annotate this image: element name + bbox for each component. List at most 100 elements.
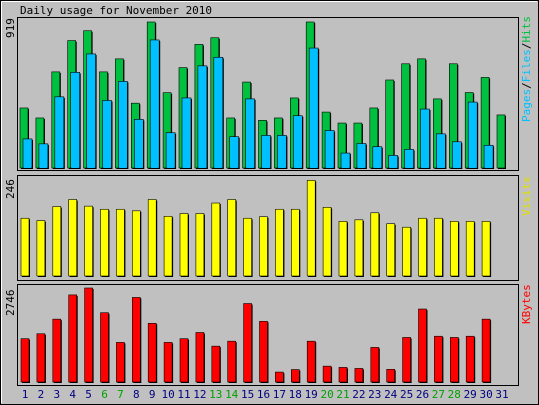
- day-label: 8: [133, 388, 140, 401]
- kbytes-bar: [147, 323, 157, 383]
- kbytes-bar: [68, 294, 77, 383]
- kbytes-bar: [354, 368, 364, 383]
- day-label: 5: [85, 388, 92, 401]
- pages-bar: [389, 156, 397, 168]
- pages-bar: [246, 100, 254, 168]
- legend-files: Files: [520, 49, 533, 82]
- kbytes-bar: [370, 347, 380, 383]
- kbytes-bar: [259, 321, 268, 383]
- pages-bar: [437, 135, 445, 168]
- day-label: 13: [209, 388, 222, 401]
- kbytes-max-label: 2746: [4, 290, 17, 317]
- day-label: 9: [149, 388, 156, 401]
- pages-bar: [103, 101, 111, 168]
- kbytes-bar: [322, 365, 332, 383]
- day-label: 19: [305, 388, 318, 401]
- day-label: 18: [289, 388, 302, 401]
- day-label: 28: [448, 388, 461, 401]
- day-label: 16: [257, 388, 270, 401]
- day-label: 27: [432, 388, 445, 401]
- visits-bar: [275, 208, 284, 277]
- pages-bar: [453, 143, 461, 168]
- kbytes-bar: [227, 340, 236, 383]
- pages-bar: [278, 136, 286, 168]
- visits-bars: [20, 180, 492, 277]
- kbytes-bar: [84, 287, 93, 383]
- day-label: 22: [352, 388, 365, 401]
- visits-bar: [354, 219, 364, 277]
- day-label: 20: [320, 388, 333, 401]
- day-label: 26: [416, 388, 429, 401]
- visits-bar: [418, 217, 427, 277]
- pages-bar: [39, 145, 47, 168]
- day-label: 21: [336, 388, 349, 401]
- pages-bar: [421, 110, 429, 168]
- pages-bar: [87, 55, 95, 168]
- visits-bar: [211, 202, 221, 277]
- day-label: 10: [161, 388, 174, 401]
- day-label: 24: [384, 388, 398, 401]
- kbytes-bar: [481, 318, 491, 383]
- pages-bar: [214, 59, 222, 168]
- hits-bars: [19, 21, 506, 170]
- kbytes-bar: [100, 312, 109, 383]
- visits-bar: [322, 207, 332, 277]
- visits-bar: [52, 206, 62, 277]
- day-axis-labels: 1 2 3 4 5 6 7 8 9 10 11 12 13 14 15 16 17 18 19 20 21 22 23 24 2…: [22, 388, 509, 401]
- legend-hits: Hits: [520, 16, 533, 43]
- pages-bar: [262, 136, 270, 168]
- kbytes-bar: [179, 338, 189, 383]
- pages-bar: [326, 131, 334, 168]
- day-label: 1: [22, 388, 29, 401]
- visits-bar: [195, 213, 205, 277]
- day-label: 30: [479, 388, 492, 401]
- kbytes-bar: [20, 338, 30, 383]
- pages-bar: [119, 83, 127, 168]
- visits-bar: [36, 220, 46, 277]
- visits-bar: [259, 216, 268, 277]
- kbytes-bar: [465, 335, 475, 383]
- pages-bar: [485, 146, 493, 168]
- pages-bar: [294, 116, 302, 168]
- legend-pages: Pages: [520, 89, 533, 122]
- kbytes-bar: [338, 367, 348, 383]
- kbytes-bar: [402, 337, 411, 383]
- kbytes-panel-legend: KBytes: [520, 284, 533, 324]
- visits-bar: [465, 221, 475, 277]
- visits-bar: [68, 199, 77, 277]
- kbytes-bar: [36, 333, 46, 383]
- pages-bar: [135, 120, 143, 168]
- visits-bar: [20, 217, 30, 277]
- day-label: 4: [69, 388, 76, 401]
- visits-bar: [227, 199, 236, 277]
- kbytes-bar: [306, 340, 316, 383]
- visits-bar: [100, 208, 109, 277]
- pages-bar: [151, 41, 159, 168]
- day-label: 14: [225, 388, 239, 401]
- pages-bar: [24, 140, 31, 168]
- visits-bar: [84, 205, 93, 277]
- day-label: 7: [117, 388, 124, 401]
- visits-bar: [290, 208, 300, 277]
- visits-bar: [147, 199, 157, 277]
- kbytes-bar: [116, 342, 125, 383]
- kbytes-bar: [386, 369, 396, 383]
- visits-bar: [338, 221, 348, 277]
- day-label: 25: [400, 388, 413, 401]
- hits-bar: [496, 114, 506, 169]
- kbytes-bar: [418, 308, 427, 383]
- kbytes-bar: [243, 303, 252, 383]
- day-label: 23: [368, 388, 381, 401]
- legend-sep: /: [520, 43, 533, 50]
- visits-bar: [306, 180, 316, 277]
- hits-bar: [385, 79, 395, 169]
- kbytes-bar: [52, 318, 62, 383]
- day-label: 2: [38, 388, 45, 401]
- visits-bar: [434, 217, 443, 277]
- kbytes-bar: [449, 337, 459, 383]
- pages-bar: [198, 67, 206, 168]
- visits-bar: [132, 210, 141, 277]
- visits-bar: [116, 208, 125, 277]
- day-label: 3: [53, 388, 60, 401]
- visits-bar: [449, 221, 459, 277]
